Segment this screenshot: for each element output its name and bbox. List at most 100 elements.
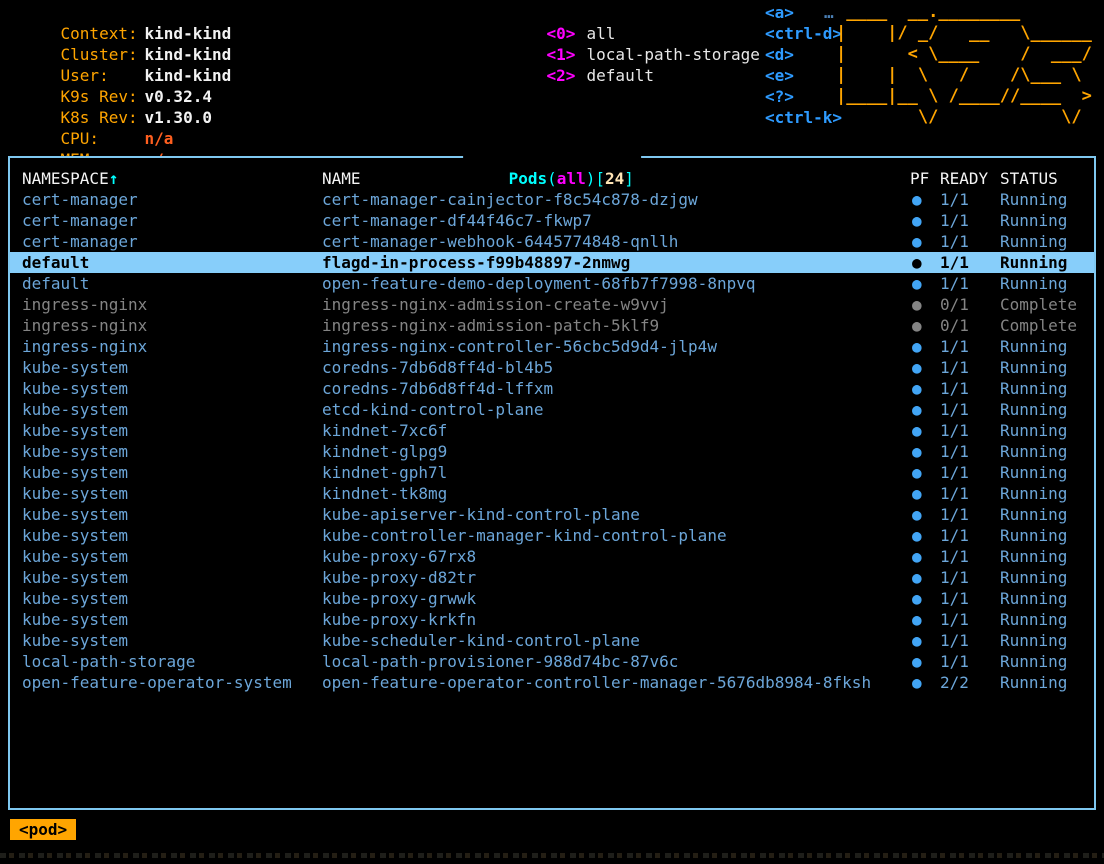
cell-ready: 1/1 <box>940 568 969 587</box>
table-row[interactable]: kube-system kube-proxy-d82tr ● 1/1 Runni… <box>10 567 1094 588</box>
cell-ready: 1/1 <box>940 274 969 293</box>
table-title: Pods(all)[24] <box>463 147 641 210</box>
cell-name: kube-proxy-67rx8 <box>322 547 477 566</box>
table-row[interactable]: kube-system coredns-7db6d8ff4d-bl4b5 ● 1… <box>10 357 1094 378</box>
cell-ready: 1/1 <box>940 232 969 251</box>
cell-name: local-path-provisioner-988d74bc-87v6c <box>322 652 679 671</box>
cell-namespace: ingress-nginx <box>22 316 148 335</box>
cell-name: kindnet-glpg9 <box>322 442 448 461</box>
cell-namespace: kube-system <box>22 589 128 608</box>
cell-namespace: kube-system <box>22 358 128 377</box>
cell-namespace: kube-system <box>22 463 128 482</box>
cell-namespace: kube-system <box>22 400 128 419</box>
cluster-info-value: kind-kind <box>144 66 232 85</box>
table-row[interactable]: local-path-storage local-path-provisione… <box>10 651 1094 672</box>
pod-status-dot-icon: ● <box>912 442 922 461</box>
hotkey-number: <1> <box>546 45 576 64</box>
cell-name: kube-proxy-d82tr <box>322 568 477 587</box>
table-row[interactable]: kube-system kindnet-7xc6f ● 1/1 Running <box>10 420 1094 441</box>
cell-status: Running <box>1000 505 1068 524</box>
table-row[interactable]: default flagd-in-process-f99b48897-2nmwg… <box>10 252 1094 273</box>
namespace-hotkey-item[interactable]: <1> local-path-storage <box>508 23 760 64</box>
table-body: cert-manager cert-manager-cainjector-f8c… <box>10 189 1094 693</box>
cell-name: etcd-kind-control-plane <box>322 400 544 419</box>
cell-name: kindnet-7xc6f <box>322 421 448 440</box>
col-header-namespace[interactable]: NAMESPACE↑ <box>22 169 119 188</box>
cell-ready: 1/1 <box>940 358 969 377</box>
cell-name: open-feature-demo-deployment-68fb7f7998-… <box>322 274 756 293</box>
menu-hotkey-item[interactable]: <ctrl-k> <box>765 108 843 127</box>
table-row[interactable]: kube-system kindnet-glpg9 ● 1/1 Running <box>10 441 1094 462</box>
cluster-info-label: CPU: <box>60 129 100 148</box>
cell-status: Running <box>1000 421 1068 440</box>
pod-status-dot-icon: ● <box>912 589 922 608</box>
menu-hotkey-item[interactable]: <ctrl-d> <box>765 24 843 43</box>
cell-status: Running <box>1000 358 1068 377</box>
pod-status-dot-icon: ● <box>912 484 922 503</box>
cell-name: kube-proxy-krkfn <box>322 610 477 629</box>
cell-status: Running <box>1000 232 1068 251</box>
cell-name: ingress-nginx-controller-56cbc5d9d4-jlp4… <box>322 337 717 356</box>
breadcrumb-pod[interactable]: <pod> <box>10 819 77 840</box>
table-row[interactable]: kube-system kube-proxy-krkfn ● 1/1 Runni… <box>10 609 1094 630</box>
cell-ready: 1/1 <box>940 211 969 230</box>
k9s-logo: ____ __.________ | |/ _/ __ \______ | < … <box>836 2 1092 127</box>
cell-ready: 1/1 <box>940 442 969 461</box>
table-row[interactable]: kube-system etcd-kind-control-plane ● 1/… <box>10 399 1094 420</box>
cell-status: Running <box>1000 568 1068 587</box>
cell-ready: 1/1 <box>940 589 969 608</box>
menu-hotkey-item[interactable]: <d> <box>765 45 794 64</box>
table-row[interactable]: kube-system kindnet-gph7l ● 1/1 Running <box>10 462 1094 483</box>
menu-hotkey-item[interactable]: <?> <box>765 87 794 106</box>
cell-status: Running <box>1000 274 1068 293</box>
col-header-pf[interactable]: PF <box>910 169 930 188</box>
table-row[interactable]: kube-system kube-proxy-grwwk ● 1/1 Runni… <box>10 588 1094 609</box>
cell-ready: 1/1 <box>940 610 969 629</box>
cell-name: kube-apiserver-kind-control-plane <box>322 505 640 524</box>
table-row[interactable]: cert-manager cert-manager-webhook-644577… <box>10 231 1094 252</box>
cell-status: Running <box>1000 652 1068 671</box>
cell-status: Running <box>1000 631 1068 650</box>
col-header-status[interactable]: STATUS <box>1000 169 1058 188</box>
table-row[interactable]: kube-system coredns-7db6d8ff4d-lffxm ● 1… <box>10 378 1094 399</box>
cell-name: open-feature-operator-controller-manager… <box>322 673 872 692</box>
menu-hotkey-item[interactable]: <e> <box>765 66 794 85</box>
cell-namespace: kube-system <box>22 379 128 398</box>
table-row[interactable]: ingress-nginx ingress-nginx-admission-cr… <box>10 294 1094 315</box>
cell-namespace: kube-system <box>22 610 128 629</box>
table-row[interactable]: cert-manager cert-manager-df44f46c7-fkwp… <box>10 210 1094 231</box>
pod-status-dot-icon: ● <box>912 610 922 629</box>
menu-hotkey-item[interactable]: <a> <box>765 3 794 22</box>
table-row[interactable]: default open-feature-demo-deployment-68f… <box>10 273 1094 294</box>
cluster-info-value: kind-kind <box>144 24 232 43</box>
table-row[interactable]: ingress-nginx ingress-nginx-admission-pa… <box>10 315 1094 336</box>
table-row[interactable]: kube-system kube-proxy-67rx8 ● 1/1 Runni… <box>10 546 1094 567</box>
cell-status: Running <box>1000 484 1068 503</box>
cell-namespace: cert-manager <box>22 232 138 251</box>
col-header-name[interactable]: NAME <box>322 169 361 188</box>
table-row[interactable]: cert-manager cert-manager-cainjector-f8c… <box>10 189 1094 210</box>
cell-name: kindnet-tk8mg <box>322 484 448 503</box>
namespace-name: local-path-storage <box>586 45 760 64</box>
col-header-ready[interactable]: READY <box>940 169 989 188</box>
pod-status-dot-icon: ● <box>912 190 922 209</box>
pod-status-dot-icon: ● <box>912 673 922 692</box>
cell-namespace: cert-manager <box>22 190 138 209</box>
table-row[interactable]: kube-system kindnet-tk8mg ● 1/1 Running <box>10 483 1094 504</box>
table-row[interactable]: kube-system kube-apiserver-kind-control-… <box>10 504 1094 525</box>
namespace-hotkey-item[interactable]: <0> all <box>508 2 760 43</box>
table-row[interactable]: kube-system kube-controller-manager-kind… <box>10 525 1094 546</box>
table-row[interactable]: ingress-nginx ingress-nginx-controller-5… <box>10 336 1094 357</box>
cluster-info-label: K9s Rev: <box>60 87 138 106</box>
cell-namespace: kube-system <box>22 442 128 461</box>
table-row[interactable]: open-feature-operator-system open-featur… <box>10 672 1094 693</box>
cell-namespace: kube-system <box>22 568 128 587</box>
cell-ready: 1/1 <box>940 253 969 272</box>
cell-namespace: kube-system <box>22 526 128 545</box>
pod-status-dot-icon: ● <box>912 526 922 545</box>
cell-ready: 1/1 <box>940 463 969 482</box>
namespace-hotkey-item[interactable]: <2> default <box>508 44 760 85</box>
cell-ready: 1/1 <box>940 379 969 398</box>
cell-name: ingress-nginx-admission-patch-5klf9 <box>322 316 660 335</box>
table-row[interactable]: kube-system kube-scheduler-kind-control-… <box>10 630 1094 651</box>
